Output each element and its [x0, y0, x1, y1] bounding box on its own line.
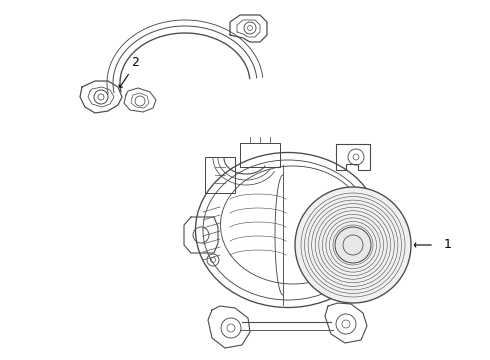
Circle shape	[335, 227, 371, 263]
Text: 1: 1	[444, 238, 452, 252]
Text: 2: 2	[131, 57, 139, 69]
Circle shape	[295, 187, 411, 303]
Bar	[240, 143, 280, 167]
Bar	[205, 157, 235, 193]
